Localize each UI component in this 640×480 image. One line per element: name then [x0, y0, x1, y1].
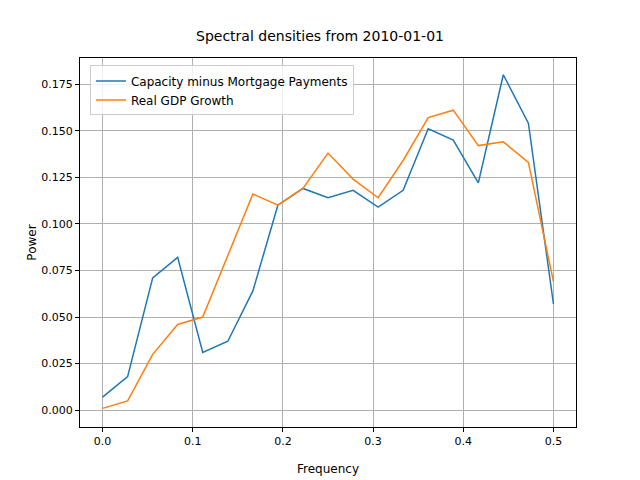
svg-text:Spectral densities from 2010-0: Spectral densities from 2010-01-01	[196, 28, 444, 44]
svg-text:0.100: 0.100	[41, 218, 73, 231]
svg-text:Real GDP Growth: Real GDP Growth	[131, 94, 234, 108]
svg-text:0.125: 0.125	[41, 171, 73, 184]
svg-text:0.3: 0.3	[364, 435, 382, 448]
svg-text:0.025: 0.025	[41, 357, 73, 370]
svg-text:0.1: 0.1	[184, 435, 202, 448]
svg-text:0.075: 0.075	[41, 264, 73, 277]
svg-text:0.2: 0.2	[274, 435, 292, 448]
svg-text:0.5: 0.5	[545, 435, 563, 448]
svg-text:0.050: 0.050	[41, 311, 73, 324]
svg-text:0.000: 0.000	[41, 404, 73, 417]
svg-text:0.0: 0.0	[94, 435, 112, 448]
svg-text:0.175: 0.175	[41, 78, 73, 91]
svg-text:0.4: 0.4	[455, 435, 473, 448]
svg-text:Power: Power	[25, 224, 39, 260]
svg-text:Capacity minus Mortgage Paymen: Capacity minus Mortgage Payments	[131, 75, 347, 89]
svg-text:0.150: 0.150	[41, 125, 73, 138]
svg-text:Frequency: Frequency	[297, 462, 359, 476]
